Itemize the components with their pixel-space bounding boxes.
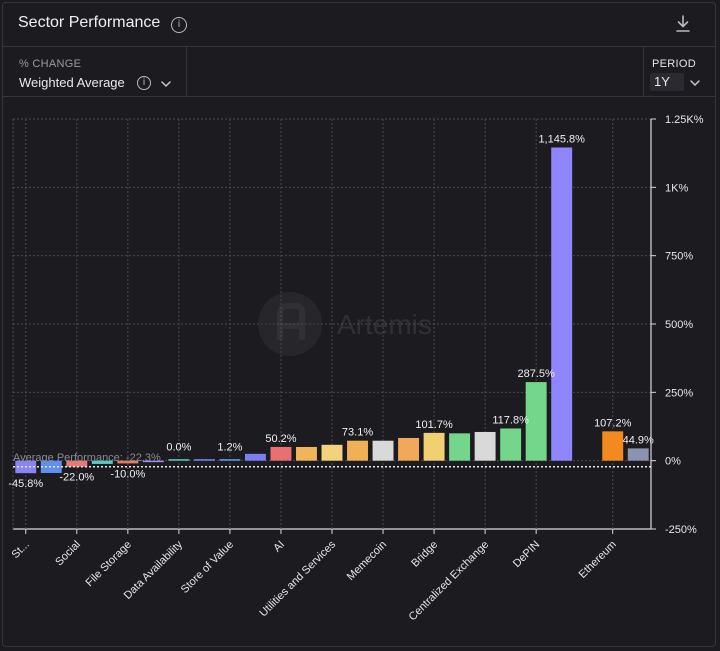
bar xyxy=(602,431,624,461)
metric-value[interactable]: Weighted Average xyxy=(19,75,125,90)
x-tick-label: Ethereum xyxy=(577,539,619,581)
bar xyxy=(347,440,368,461)
average-reference-line: Average Performance: -22.3% xyxy=(13,452,651,468)
bar xyxy=(525,382,547,461)
chart-controls: % CHANGE Weighted Average i PERIOD 1Y xyxy=(3,47,715,97)
bar xyxy=(474,431,496,461)
bar xyxy=(219,459,241,461)
data-label: 73.1% xyxy=(342,427,373,439)
data-label: -22.0% xyxy=(59,472,94,484)
bar xyxy=(372,440,394,461)
metric-label: % CHANGE xyxy=(19,58,82,70)
card-title: Sector Performance xyxy=(18,14,161,31)
download-icon[interactable] xyxy=(675,15,691,33)
info-icon[interactable]: i xyxy=(171,17,187,33)
data-label: 117.8% xyxy=(492,414,529,426)
artemis-logo-mark xyxy=(277,303,305,340)
x-tick-label: Social xyxy=(53,539,83,569)
bar xyxy=(551,147,573,461)
bar xyxy=(66,460,88,467)
data-label: -45.8% xyxy=(8,478,43,490)
y-tick-label: 250% xyxy=(665,387,693,399)
y-tick-label: 750% xyxy=(665,251,693,263)
bar xyxy=(423,432,445,461)
y-tick-label: 0% xyxy=(665,456,681,468)
x-tick-label: AI xyxy=(271,539,287,555)
period-selector[interactable]: PERIOD 1Y xyxy=(643,47,715,96)
x-tick-label: Memecoin xyxy=(345,539,389,583)
y-axis: -250% 0% 250% 500% 750% 1K% 1.25K% xyxy=(650,114,704,536)
data-label: 1.2% xyxy=(217,442,242,454)
artemis-watermark: Artemis xyxy=(258,292,432,356)
data-label: 0.0% xyxy=(166,442,191,454)
data-label: 101.7% xyxy=(415,419,453,431)
y-tick-label: -250% xyxy=(665,524,697,536)
chart-data-labels: -45.8% -22.0% -10.0% 0.0% 1.2% 50.2% 73.1% 101.… xyxy=(8,133,654,490)
x-tick-label: DePIN xyxy=(511,539,542,570)
x-tick-label: Bridge xyxy=(409,539,440,570)
data-label: 44.9% xyxy=(623,434,654,446)
bar xyxy=(321,444,343,461)
card-header: Sector Performance i xyxy=(3,3,715,47)
bar xyxy=(449,433,471,461)
y-tick-label: 1K% xyxy=(665,182,688,194)
period-label: PERIOD xyxy=(652,58,696,70)
bar xyxy=(91,460,113,464)
x-tick-label: File Storage xyxy=(84,539,134,589)
data-label: 287.5% xyxy=(518,368,556,380)
period-value[interactable]: 1Y xyxy=(654,74,670,89)
period-value-box[interactable] xyxy=(650,73,684,91)
x-tick-label: St... xyxy=(10,539,32,561)
reference-line-label: Average Performance: -22.3% xyxy=(13,452,161,464)
chart-bars xyxy=(15,147,649,474)
bar xyxy=(117,460,139,464)
bar xyxy=(142,460,164,463)
y-tick-label: 500% xyxy=(665,319,693,331)
metric-info-icon[interactable]: i xyxy=(137,76,151,90)
watermark-text: Artemis xyxy=(337,309,432,340)
data-label: 107.2% xyxy=(594,417,632,429)
bar xyxy=(270,446,292,461)
data-label: -10.0% xyxy=(110,468,145,480)
bar xyxy=(193,459,215,461)
bar xyxy=(500,428,522,461)
period-chevron-down-icon[interactable] xyxy=(690,79,700,87)
x-tick-label: Store of Value xyxy=(179,539,236,596)
artemis-logo-icon xyxy=(258,292,322,356)
chevron-down-icon[interactable] xyxy=(161,80,171,88)
bar xyxy=(40,460,62,473)
metric-selector[interactable]: % CHANGE Weighted Average i xyxy=(3,47,187,96)
data-label: 1,145.8% xyxy=(538,133,585,145)
y-tick-label: 1.25K% xyxy=(665,114,704,126)
x-tick-label: Utilities and Services xyxy=(257,538,338,619)
bar xyxy=(398,437,420,461)
bar xyxy=(627,448,649,461)
bar xyxy=(296,447,317,461)
bar xyxy=(244,453,266,461)
data-label: 50.2% xyxy=(265,433,296,445)
bar xyxy=(168,459,190,461)
